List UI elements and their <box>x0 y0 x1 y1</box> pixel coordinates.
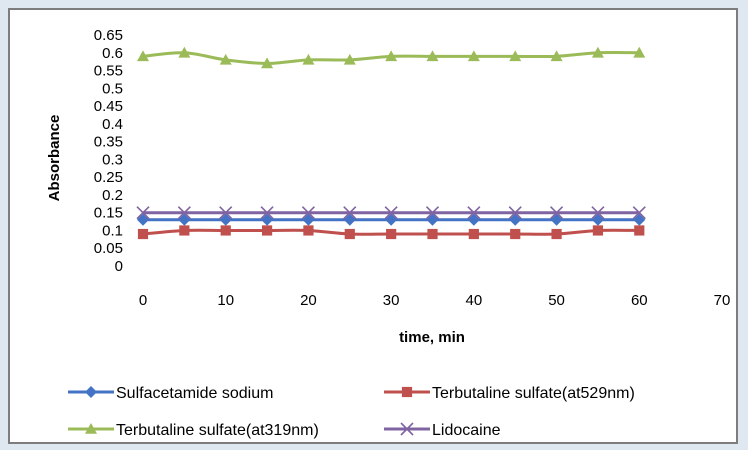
data-point <box>468 228 479 240</box>
data-point <box>591 46 604 58</box>
data-point <box>219 213 232 226</box>
y-tick-label: 0.3 <box>102 151 123 168</box>
legend-label: Terbutaline sulfate(at529nm) <box>432 385 635 402</box>
chart-frame <box>8 8 738 444</box>
x-tick-label: 50 <box>548 292 565 309</box>
data-point <box>510 228 521 240</box>
data-point <box>179 225 190 236</box>
legend-item: Terbutaline sulfate(at529nm) <box>384 385 635 402</box>
legend-item: Sulfacetamide sodium <box>68 385 273 402</box>
y-tick-label: 0.65 <box>94 27 123 44</box>
data-point <box>261 213 274 226</box>
y-tick-label: 0.4 <box>102 116 123 133</box>
data-point <box>137 213 149 226</box>
data-point <box>551 228 562 240</box>
y-tick-label: 0 <box>115 258 123 275</box>
data-point <box>385 50 398 62</box>
data-point <box>427 228 438 240</box>
legend-label: Sulfacetamide sodium <box>116 385 273 402</box>
data-point <box>137 50 149 62</box>
data-point <box>137 228 149 240</box>
data-point <box>261 225 273 236</box>
legend-label: Lidocaine <box>432 422 501 439</box>
data-point <box>591 213 604 226</box>
y-tick-label: 0.45 <box>94 98 123 115</box>
y-tick-label: 0.5 <box>102 80 123 97</box>
y-tick-label: 0.05 <box>94 240 123 257</box>
x-tick-label: 10 <box>217 292 234 309</box>
data-point <box>467 213 480 226</box>
data-point <box>343 53 356 65</box>
data-point <box>509 50 522 62</box>
data-point <box>85 423 97 434</box>
data-point <box>386 228 397 240</box>
data-point <box>85 386 97 398</box>
data-point <box>302 53 315 65</box>
data-point <box>260 206 274 220</box>
data-point <box>632 206 646 220</box>
data-point <box>467 206 481 220</box>
data-point <box>178 46 191 58</box>
data-point <box>400 422 414 436</box>
y-tick-label: 0.1 <box>102 222 123 239</box>
x-axis-title: time, min <box>399 329 465 346</box>
data-point <box>219 53 232 65</box>
x-tick-label: 40 <box>466 292 483 309</box>
y-tick-label: 0.55 <box>94 63 123 80</box>
legend-item: Terbutaline sulfate(at319nm) <box>68 422 319 439</box>
data-point <box>302 213 315 226</box>
x-axis: 0 10 20 30 40 50 60 70 <box>139 292 731 309</box>
data-point <box>261 57 274 69</box>
data-point <box>426 50 439 62</box>
data-point <box>344 228 355 240</box>
legend-item: Lidocaine <box>384 422 501 439</box>
data-point <box>343 213 356 226</box>
data-point <box>467 50 480 62</box>
series <box>136 206 646 220</box>
data-point <box>384 206 398 220</box>
y-tick-label: 0.15 <box>94 205 123 222</box>
y-tick-label: 0.2 <box>102 187 123 204</box>
data-point <box>633 213 646 226</box>
data-point <box>401 386 413 398</box>
y-tick-label: 0.6 <box>102 45 123 62</box>
data-point <box>178 213 191 226</box>
y-tick-label: 0.25 <box>94 169 123 186</box>
data-point <box>177 206 191 220</box>
x-tick-label: 0 <box>139 292 147 309</box>
series <box>137 225 645 240</box>
data-point <box>550 206 564 220</box>
data-point <box>343 206 357 220</box>
data-point <box>592 225 604 236</box>
data-point <box>634 225 645 236</box>
y-axis-title: Absorbance <box>46 115 63 202</box>
legend: Sulfacetamide sodium Terbutaline sulfate(… <box>68 385 635 439</box>
x-tick-label: 70 <box>714 292 731 309</box>
data-point <box>550 50 563 62</box>
legend-label: Terbutaline sulfate(at319nm) <box>116 422 319 439</box>
data-point <box>591 206 605 220</box>
data-point <box>425 206 440 220</box>
data-point <box>219 206 233 220</box>
data-point <box>508 206 522 220</box>
series <box>137 46 646 69</box>
x-tick-label: 30 <box>383 292 400 309</box>
series <box>137 213 646 226</box>
data-point <box>426 213 439 226</box>
data-point <box>550 213 563 226</box>
x-tick-label: 60 <box>631 292 648 309</box>
y-tick-label: 0.35 <box>94 134 123 151</box>
data-point <box>301 206 315 220</box>
data-point <box>509 213 522 226</box>
y-axis: 00.050.10.150.20.250.30.350.40.450.50.55… <box>94 27 123 275</box>
data-point <box>136 206 150 220</box>
data-point <box>220 225 231 236</box>
plot-area <box>136 46 646 240</box>
data-point <box>385 213 398 226</box>
data-point <box>633 46 646 58</box>
x-tick-label: 20 <box>300 292 317 309</box>
data-point <box>303 225 314 236</box>
